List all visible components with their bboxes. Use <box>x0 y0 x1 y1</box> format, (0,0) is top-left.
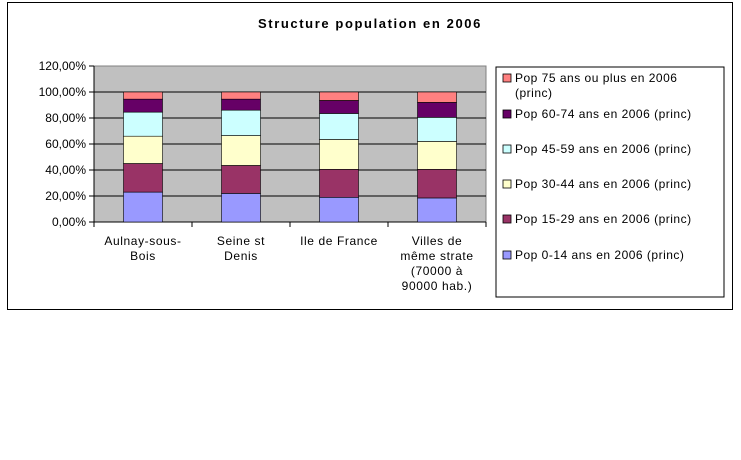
y-tick-label: 100,00% <box>39 85 87 99</box>
legend-swatch <box>502 214 512 224</box>
bar-segment-2-4 <box>319 100 359 114</box>
legend-swatch <box>502 73 512 83</box>
bar-segment-0-4 <box>123 98 163 113</box>
bar-segment-3-4 <box>417 102 457 118</box>
legend-swatch <box>502 109 512 119</box>
bar-segment-3-2 <box>417 141 457 170</box>
bar-segment-3-1 <box>417 169 457 199</box>
legend-label: Pop 45-59 ans en 2006 (princ) <box>515 142 692 156</box>
x-category-label: Seine st <box>217 234 265 248</box>
y-tick-label: 120,00% <box>39 59 87 73</box>
bar-segment-1-1 <box>221 165 261 194</box>
y-tick-label: 60,00% <box>45 137 86 151</box>
bar-segment-3-0 <box>417 197 457 223</box>
x-category-label: même strate <box>400 249 473 263</box>
legend-label: Pop 30-44 ans en 2006 (princ) <box>515 177 692 191</box>
bar-segment-0-1 <box>123 163 163 193</box>
y-tick-label: 20,00% <box>45 189 86 203</box>
y-tick-label: 0,00% <box>52 215 86 229</box>
y-tick-label: 80,00% <box>45 111 86 125</box>
chart-title: Structure population en 2006 <box>258 16 482 31</box>
legend-label: Pop 75 ans ou plus en 2006 <box>515 71 677 85</box>
bar-segment-1-5 <box>221 91 261 100</box>
x-category-label: Bois <box>130 249 156 263</box>
legend-label: Pop 60-74 ans en 2006 (princ) <box>515 107 692 121</box>
x-category-label: (70000 à <box>411 264 463 278</box>
bar-segment-2-2 <box>319 139 359 170</box>
x-category-label: Aulnay-sous- <box>104 234 181 248</box>
x-category-label: Ile de France <box>300 234 378 248</box>
bar-segment-0-3 <box>123 111 163 137</box>
legend-swatch <box>502 179 512 189</box>
legend-box <box>495 66 725 298</box>
bar-segment-0-0 <box>123 191 163 223</box>
legend-label: Pop 0-14 ans en 2006 (princ) <box>515 248 684 262</box>
bar-segment-2-5 <box>319 91 359 101</box>
x-category-label: Denis <box>224 249 258 263</box>
x-category-label: 90000 hab.) <box>402 279 473 293</box>
x-category-label: Villes de <box>412 234 463 248</box>
legend-label: (princ) <box>515 86 553 100</box>
legend-label: Pop 15-29 ans en 2006 (princ) <box>515 212 692 226</box>
y-tick-label: 40,00% <box>45 163 86 177</box>
bar-segment-1-3 <box>221 109 261 136</box>
bar-segment-2-3 <box>319 113 359 140</box>
bar-segment-3-5 <box>417 91 457 103</box>
legend-swatch <box>502 250 512 260</box>
bar-segment-1-2 <box>221 135 261 166</box>
bar-segment-1-4 <box>221 98 261 111</box>
bar-segment-0-2 <box>123 135 163 164</box>
bar-segment-2-1 <box>319 169 359 198</box>
bar-segment-0-5 <box>123 91 163 100</box>
bar-segment-1-0 <box>221 193 261 223</box>
legend-swatch <box>502 144 512 154</box>
bar-segment-2-0 <box>319 197 359 223</box>
bar-segment-3-3 <box>417 117 457 142</box>
